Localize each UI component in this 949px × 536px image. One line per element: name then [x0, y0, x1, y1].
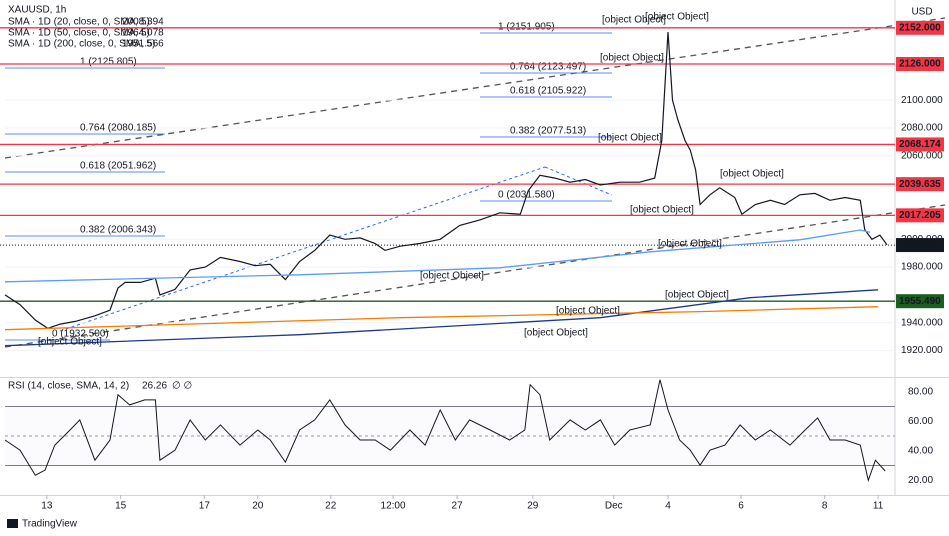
x-tick-label: 27 [452, 501, 464, 512]
price-label-box [896, 177, 944, 192]
series-line [4, 31, 888, 329]
price-label-box [896, 137, 944, 152]
legend-name: SMA · 1D (20, close, 0, SMA, 5) [8, 17, 150, 28]
price-label-box [896, 56, 944, 71]
y-tick-label: 60.00 [908, 416, 933, 427]
fib-trend [59, 166, 546, 332]
x-tick-label: 6 [738, 501, 744, 512]
rsi-value: 26.26 [142, 381, 167, 392]
fib-label: 0 (1932.500) [52, 329, 109, 340]
x-tick-label: 12:00 [381, 501, 406, 512]
y-tick-label: 2080.000 [901, 123, 943, 134]
x-tick-label: 29 [527, 501, 539, 512]
y-tick-label: 1940.000 [901, 317, 943, 328]
annotation: [object Object] [420, 271, 484, 282]
price-label: 1955.490 [899, 296, 941, 307]
symbol-title: XAUUSD, 1h [8, 5, 66, 16]
series-line [4, 289, 879, 347]
annotation: [object Object] [602, 15, 666, 26]
x-tick-label: 8 [822, 501, 828, 512]
annotation: [object Object] [38, 337, 102, 348]
brand-logo [7, 519, 18, 528]
price-label-box [896, 238, 944, 253]
price-label: 2039.635 [899, 179, 941, 190]
price-label: 2126.000 [899, 59, 941, 70]
fib-label: 0.382 (2077.513) [510, 126, 586, 137]
x-tick-label: 11 [873, 501, 884, 512]
legend-value: 1964.078 [122, 28, 164, 39]
price-label: 2152.000 [899, 22, 941, 33]
series-line [4, 229, 871, 283]
annotation: [object Object] [645, 12, 709, 23]
price-label: 2068.174 [899, 139, 941, 150]
annotation: [object Object] [720, 169, 784, 180]
annotation: [object Object] [524, 328, 588, 339]
y-tick-label: 40.00 [908, 445, 933, 456]
fib-label: 1 (2151.905) [498, 22, 555, 33]
fib-label: 0.764 (2123.497) [510, 62, 586, 73]
channel-upper [4, 17, 946, 159]
y-tick-label: 20.00 [908, 475, 933, 486]
price-label-box [896, 208, 944, 223]
price-label-box [896, 20, 944, 35]
y-tick-label: 1980.000 [901, 262, 943, 273]
price-label: 2017.205 [899, 210, 941, 221]
y-tick-label: 80.00 [908, 386, 933, 397]
x-tick-label: 22 [325, 501, 337, 512]
fib-label: 0.618 (2051.962) [80, 161, 156, 172]
annotation: [object Object] [630, 205, 694, 216]
series-line [4, 379, 886, 483]
x-tick-label: 20 [252, 501, 264, 512]
fib-label: 0.382 (2006.343) [80, 225, 156, 236]
y-tick-label: 2060.000 [901, 150, 943, 161]
y-tick-label: 1920.000 [901, 345, 943, 356]
fib-label: 0.618 (2105.922) [510, 86, 586, 97]
channel-lower [4, 204, 946, 348]
axis-unit: USD [911, 7, 932, 18]
fib-label: 1 (2125.805) [80, 57, 137, 68]
legend-name: SMA · 1D (200, close, 0, SMA, 5) [8, 39, 155, 50]
legend-value: 2008.394 [122, 17, 164, 28]
price-label-box [896, 294, 944, 309]
y-tick-label: 2100.000 [901, 95, 943, 106]
x-tick-label: 4 [665, 501, 671, 512]
brand: TradingView [22, 519, 78, 530]
x-tick-label: Dec [605, 501, 623, 512]
x-tick-label: 15 [115, 501, 127, 512]
rsi-title: RSI (14, close, SMA, 14, 2) [8, 381, 129, 392]
legend-value: 1951.566 [122, 39, 164, 50]
annotation: [object Object] [600, 53, 664, 64]
price-label: 1995.840 [899, 240, 941, 251]
legend-name: SMA · 1D (50, close, 0, SMA, 5) [8, 28, 150, 39]
x-tick-label: 17 [199, 501, 211, 512]
series-line [4, 306, 879, 331]
annotation: [object Object] [556, 306, 620, 317]
annotation: [object Object] [665, 290, 729, 301]
rsi-extra: ∅ ∅ [172, 381, 192, 392]
fib-label: 0.764 (2080.185) [80, 123, 156, 134]
x-tick-label: 13 [41, 501, 53, 512]
annotation: [object Object] [598, 133, 662, 144]
annotation: [object Object] [658, 239, 722, 250]
